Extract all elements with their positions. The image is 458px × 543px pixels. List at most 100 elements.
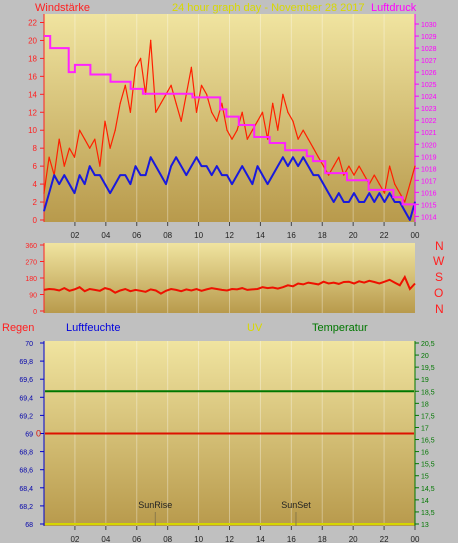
pressure-axis: 1014 1015 1016 1017 1018 1019 1020 1021 1022 1023… (414, 14, 437, 222)
temperature-tick-label: 19,5 (421, 365, 435, 372)
x-tick-label: 18 (318, 231, 327, 240)
x-tick-label: 18 (318, 535, 327, 543)
wind-average-line-point (119, 174, 121, 176)
uv-title: UV (247, 322, 263, 334)
wind-gust-line-point (73, 156, 76, 158)
temperature-tick-label: 14 (421, 498, 429, 505)
humidity-tick-label: 70 (25, 341, 33, 348)
pressure-tick-label: 1028 (421, 46, 437, 53)
wind-tick-label: 4 (33, 180, 38, 189)
wind-gust-line-point (399, 192, 401, 194)
x-tick-label: 12 (225, 231, 234, 240)
humidity-tick-label: 68 (25, 522, 33, 529)
wind-average-line-point (282, 156, 284, 158)
wind-gust-line-point (119, 102, 121, 104)
rain-title: Regen (2, 322, 34, 334)
wind-gust-line-point (104, 120, 106, 122)
pressure-tick-label: 1018 (421, 166, 437, 173)
wind-average-line-point (378, 192, 380, 194)
wind-gust-line-point (328, 174, 330, 176)
wind-gust-line-point (409, 183, 411, 185)
wind-gust-line-point (373, 174, 375, 176)
wind-average-line-point (134, 165, 137, 167)
wind-gust-series (43, 39, 416, 203)
compass-letter-o: O (434, 286, 443, 300)
wind-average-line-point (348, 201, 350, 203)
wind-gust-line-point (114, 129, 116, 131)
wind-average-line-point (195, 156, 198, 158)
wind-average-line-point (328, 192, 330, 194)
wind-average-line-point (79, 174, 81, 176)
wind-average-line-point (317, 174, 319, 176)
wind-average-line-point (322, 183, 325, 185)
compass-letter-s: S (435, 270, 443, 284)
wind-average-line-point (99, 174, 101, 176)
wind-average-line-point (221, 174, 223, 176)
humidity-tick-label: 68,6 (19, 468, 33, 475)
sunrise-label: SunRise (138, 500, 172, 510)
wind-gust-line-point (124, 84, 126, 86)
wind-average-line-point (409, 219, 411, 221)
wind-gust-line-point (94, 138, 96, 140)
wind-tick-label: 2 (33, 198, 38, 207)
wind-average-line-point (343, 201, 345, 203)
wind-average-line-point (84, 183, 86, 185)
wind-average-line-point (200, 165, 203, 167)
x-tick-label: 08 (163, 231, 172, 240)
x-tick-label: 00 (411, 231, 420, 240)
wind-gust-line-point (180, 120, 182, 122)
wind-average-line-point (246, 174, 248, 176)
humidity-title: Luftfeuchte (66, 322, 120, 334)
wind-direction-series (43, 274, 416, 295)
wind-gust-line-point (322, 165, 325, 167)
wind-average-line-point (358, 201, 360, 203)
wind-tick-label: 0 (33, 216, 38, 225)
wind-gust-line-point (394, 183, 396, 185)
pressure-tick-label: 1030 (421, 22, 437, 29)
temperature-tick-label: 16,5 (421, 438, 435, 445)
temperature-tick-label: 20 (421, 353, 429, 360)
wind-gust-line-point (343, 174, 345, 176)
wind-average-line (43, 156, 416, 221)
wind-gust-line-point (140, 57, 142, 60)
wind-gust-line-point (48, 156, 50, 158)
pressure-tick-label: 1025 (421, 82, 437, 89)
wind-average-line-point (302, 156, 304, 158)
wind-average-line-point (261, 174, 264, 176)
x-tick-label: 20 (349, 231, 358, 240)
wind-average-line-point (373, 201, 375, 203)
wind-gust-line-point (58, 138, 60, 140)
wind-tick-label: 16 (28, 72, 37, 81)
pressure-tick-label: 1026 (421, 70, 437, 77)
wind-direction-line (43, 274, 416, 295)
wind-gust-line-point (231, 138, 233, 140)
wind-tick-label: 8 (33, 144, 38, 153)
x-tick-label: 08 (163, 535, 172, 543)
compass-letters: N W S O N (433, 239, 445, 316)
wind-gust-line-point (277, 129, 279, 131)
temperature-tick-label: 18,5 (421, 389, 435, 396)
wind-gust-line-point (150, 39, 152, 42)
humidity-tick-label: 69,2 (19, 413, 33, 420)
x-tick-label: 10 (194, 535, 203, 543)
wind-average-line-point (145, 174, 147, 176)
wind-average-line-point (297, 165, 299, 167)
x-tick-label: 14 (256, 231, 265, 240)
wind-gust-line-point (256, 120, 259, 122)
temperature-tick-label: 13,5 (421, 510, 435, 517)
wind-average-line-point (114, 183, 116, 185)
wind-average-line-point (63, 174, 65, 176)
wind-gust-line-point (287, 111, 289, 113)
wind-average-line-point (94, 174, 96, 176)
wind-average-line-point (73, 192, 76, 194)
wind-speed-axis: 0 2 4 6 8 10 12 14 16 18 20 22 (28, 14, 45, 225)
x-tick-label: 02 (70, 535, 79, 543)
pressure-tick-label: 1024 (421, 94, 437, 101)
wind-average-line-point (160, 174, 162, 176)
wind-gust-line-point (160, 102, 162, 104)
wind-gust-line-point (175, 102, 177, 104)
temperature-tick-label: 17,5 (421, 413, 435, 420)
pressure-tick-label: 1022 (421, 118, 437, 125)
temperature-tick-label: 18 (421, 401, 429, 408)
